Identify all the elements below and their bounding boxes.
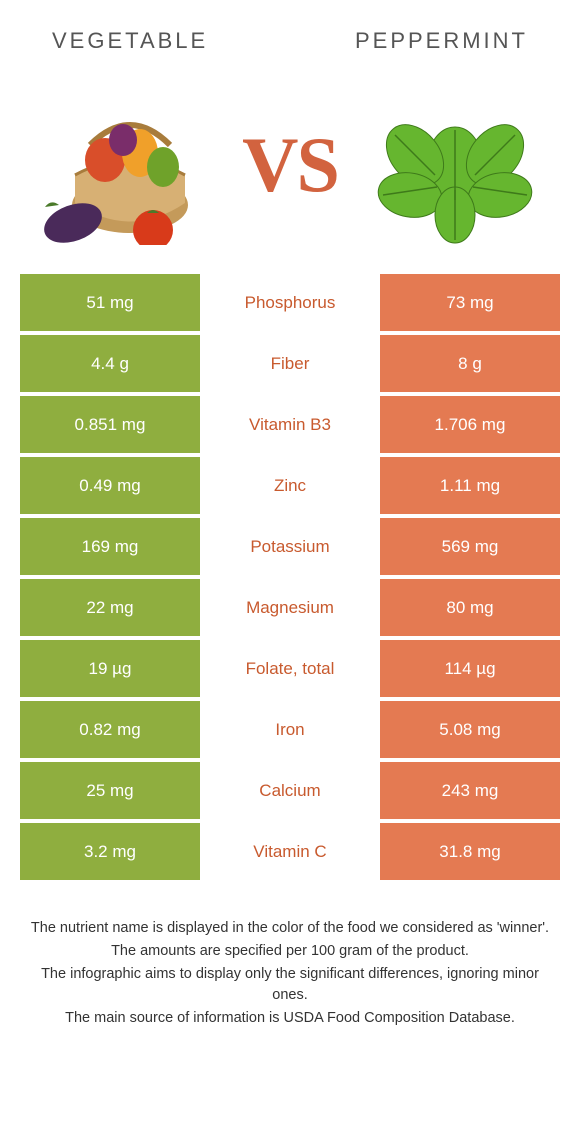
footer-line-3: The infographic aims to display only the…	[24, 964, 556, 1006]
footer-line-1: The nutrient name is displayed in the co…	[24, 918, 556, 939]
cell-left-value: 22 mg	[20, 579, 200, 636]
cell-left-value: 19 µg	[20, 640, 200, 697]
cell-right-value: 1.706 mg	[380, 396, 560, 453]
cell-right-value: 8 g	[380, 335, 560, 392]
table-row: 19 µgFolate, total114 µg	[20, 640, 560, 697]
cell-nutrient-label: Calcium	[200, 762, 380, 819]
table-row: 51 mgPhosphorus73 mg	[20, 274, 560, 331]
cell-left-value: 25 mg	[20, 762, 200, 819]
cell-right-value: 5.08 mg	[380, 701, 560, 758]
cell-left-value: 4.4 g	[20, 335, 200, 392]
cell-nutrient-label: Iron	[200, 701, 380, 758]
cell-right-value: 243 mg	[380, 762, 560, 819]
cell-left-value: 51 mg	[20, 274, 200, 331]
table-row: 22 mgMagnesium80 mg	[20, 579, 560, 636]
table-row: 0.851 mgVitamin B31.706 mg	[20, 396, 560, 453]
cell-left-value: 0.49 mg	[20, 457, 200, 514]
cell-left-value: 0.851 mg	[20, 396, 200, 453]
table-row: 4.4 gFiber8 g	[20, 335, 560, 392]
cell-nutrient-label: Vitamin C	[200, 823, 380, 880]
table-row: 25 mgCalcium243 mg	[20, 762, 560, 819]
cell-right-value: 569 mg	[380, 518, 560, 575]
hero-row: VS	[0, 62, 580, 274]
vs-label: VS	[242, 120, 338, 210]
footer-line-4: The main source of information is USDA F…	[24, 1008, 556, 1029]
table-row: 0.49 mgZinc1.11 mg	[20, 457, 560, 514]
cell-nutrient-label: Folate, total	[200, 640, 380, 697]
cell-right-value: 114 µg	[380, 640, 560, 697]
cell-left-value: 3.2 mg	[20, 823, 200, 880]
cell-nutrient-label: Magnesium	[200, 579, 380, 636]
table-row: 0.82 mgIron5.08 mg	[20, 701, 560, 758]
title-right: Peppermint	[355, 28, 528, 54]
table-row: 169 mgPotassium569 mg	[20, 518, 560, 575]
cell-right-value: 80 mg	[380, 579, 560, 636]
vegetable-illustration	[30, 80, 220, 250]
cell-right-value: 1.11 mg	[380, 457, 560, 514]
cell-right-value: 31.8 mg	[380, 823, 560, 880]
cell-right-value: 73 mg	[380, 274, 560, 331]
cell-nutrient-label: Phosphorus	[200, 274, 380, 331]
peppermint-illustration	[360, 80, 550, 250]
comparison-table: 51 mgPhosphorus73 mg4.4 gFiber8 g0.851 m…	[20, 274, 560, 880]
table-row: 3.2 mgVitamin C31.8 mg	[20, 823, 560, 880]
footer-notes: The nutrient name is displayed in the co…	[0, 884, 580, 1029]
cell-nutrient-label: Zinc	[200, 457, 380, 514]
cell-nutrient-label: Fiber	[200, 335, 380, 392]
header: Vegetable Peppermint	[0, 0, 580, 62]
cell-left-value: 169 mg	[20, 518, 200, 575]
cell-nutrient-label: Potassium	[200, 518, 380, 575]
cell-nutrient-label: Vitamin B3	[200, 396, 380, 453]
cell-left-value: 0.82 mg	[20, 701, 200, 758]
title-left: Vegetable	[52, 28, 208, 54]
footer-line-2: The amounts are specified per 100 gram o…	[24, 941, 556, 962]
